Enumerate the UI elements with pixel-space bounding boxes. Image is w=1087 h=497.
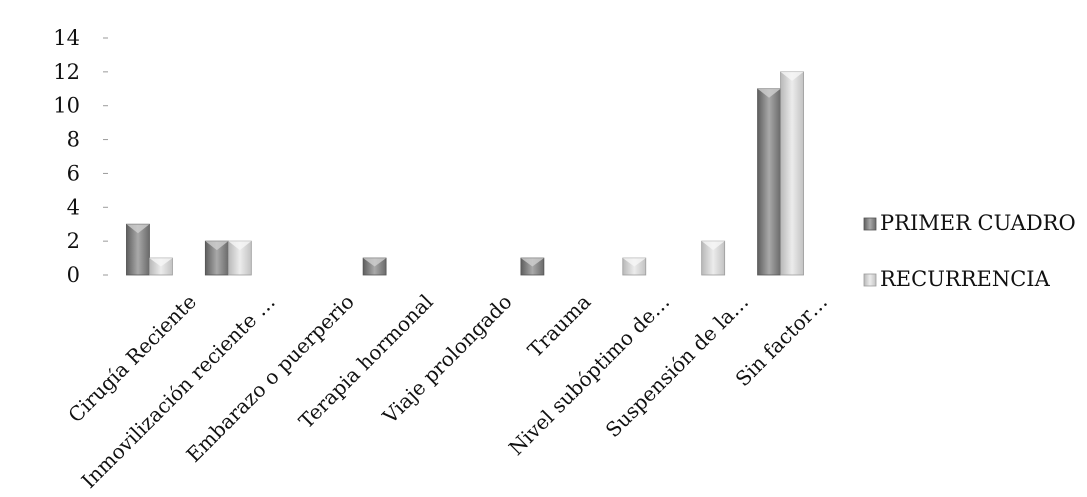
bar-recurrencia-8 (780, 71, 804, 276)
x-category-label: Nivel subóptimo de… (504, 290, 674, 460)
bar-bevel (622, 258, 646, 267)
y-tick-label: 4 (67, 195, 80, 219)
bar-bevel (701, 241, 725, 251)
legend-label-0: PRIMER CUADRO (880, 211, 1076, 235)
bar-bevel (757, 88, 781, 98)
bar-bevel (780, 71, 804, 81)
y-axis: 0 2 4 6 8 10 12 14 (53, 26, 108, 287)
legend-swatch-0 (863, 217, 877, 231)
bars (126, 71, 804, 276)
bar-bevel (149, 258, 173, 267)
y-tick-label: 10 (53, 94, 80, 118)
bar-primer-cuadro-8 (757, 88, 781, 276)
x-category-label: Viaje prolongado (377, 290, 516, 429)
bar-bevel (363, 258, 387, 267)
x-category-label: Cirugía Reciente (63, 290, 201, 428)
x-category-label: Suspensión de la… (601, 290, 753, 442)
y-tick-label: 2 (67, 229, 80, 253)
y-tick-label: 8 (67, 128, 80, 152)
legend-swatch-1 (863, 273, 877, 287)
legend: PRIMER CUADRO RECURRENCIA (863, 211, 1076, 291)
x-category-label: Trauma (523, 290, 596, 363)
legend-label-1: RECURRENCIA (880, 267, 1051, 291)
bar-bevel (520, 258, 544, 267)
x-category-label: Terapia hormonal (294, 290, 438, 434)
y-tick-label: 12 (53, 60, 80, 84)
y-tick-label: 14 (53, 26, 80, 50)
y-tick-label: 0 (67, 263, 80, 287)
bar-bevel (126, 224, 150, 234)
y-tick-label: 6 (67, 161, 80, 185)
bar-bevel (205, 241, 229, 251)
bar-bevel (228, 241, 252, 251)
